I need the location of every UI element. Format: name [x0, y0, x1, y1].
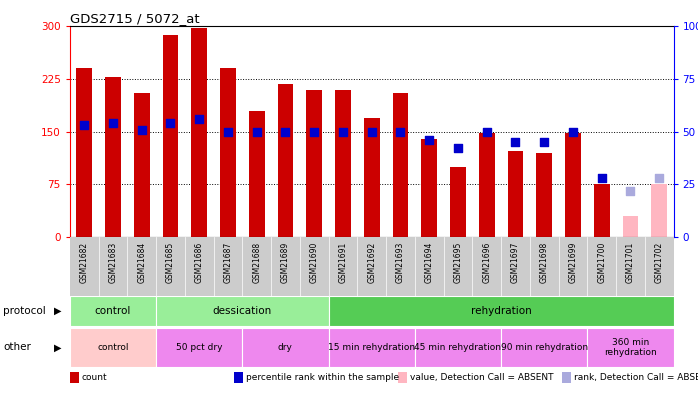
Bar	[306, 90, 322, 237]
Text: other: other	[3, 342, 31, 352]
Text: 50 pct dry: 50 pct dry	[176, 343, 223, 352]
Text: 15 min rehydration: 15 min rehydration	[328, 343, 415, 352]
Bar	[415, 328, 501, 367]
Bar	[623, 216, 639, 237]
Text: GSM21700: GSM21700	[597, 242, 606, 283]
Bar	[422, 139, 437, 237]
Text: GSM21694: GSM21694	[424, 242, 433, 283]
Text: protocol: protocol	[3, 306, 46, 316]
Point	[136, 126, 147, 133]
Bar	[242, 328, 329, 367]
Point	[107, 120, 119, 126]
Text: GSM21693: GSM21693	[396, 242, 405, 283]
Point	[653, 175, 664, 181]
Point	[539, 139, 550, 145]
Bar	[651, 184, 667, 237]
Bar	[163, 36, 178, 237]
Text: GSM21695: GSM21695	[454, 242, 463, 283]
Point	[280, 128, 291, 135]
Point	[337, 128, 348, 135]
Text: 45 min rehydration: 45 min rehydration	[415, 343, 501, 352]
Text: GSM21691: GSM21691	[339, 242, 348, 283]
Point	[193, 116, 205, 122]
Point	[510, 139, 521, 145]
Point	[366, 128, 377, 135]
Text: GDS2715 / 5072_at: GDS2715 / 5072_at	[70, 12, 200, 25]
Text: 90 min rehydration: 90 min rehydration	[500, 343, 588, 352]
Point	[596, 175, 607, 181]
Point	[79, 122, 90, 128]
Text: GSM21696: GSM21696	[482, 242, 491, 283]
Bar	[587, 328, 674, 367]
Bar	[536, 153, 552, 237]
Bar	[156, 328, 242, 367]
Text: GSM21683: GSM21683	[108, 242, 117, 283]
Text: GSM21698: GSM21698	[540, 242, 549, 283]
Point	[481, 128, 492, 135]
Text: rank, Detection Call = ABSENT: rank, Detection Call = ABSENT	[574, 373, 698, 382]
Text: GSM21682: GSM21682	[80, 242, 89, 283]
Text: control: control	[95, 306, 131, 316]
Text: 360 min
rehydration: 360 min rehydration	[604, 338, 657, 357]
Point	[165, 120, 176, 126]
Text: control: control	[97, 343, 128, 352]
Text: GSM21692: GSM21692	[367, 242, 376, 283]
Text: GSM21688: GSM21688	[252, 242, 261, 283]
Point	[452, 145, 463, 152]
Point	[395, 128, 406, 135]
Text: ▶: ▶	[54, 306, 61, 316]
Point	[567, 128, 579, 135]
Text: GSM21687: GSM21687	[223, 242, 232, 283]
Bar	[191, 28, 207, 237]
Text: GSM21685: GSM21685	[166, 242, 175, 283]
Text: GSM21702: GSM21702	[655, 242, 664, 283]
Point	[223, 128, 234, 135]
Bar	[220, 68, 236, 237]
Bar	[450, 167, 466, 237]
Bar	[507, 151, 524, 237]
Text: GSM21699: GSM21699	[568, 242, 577, 283]
Point	[424, 137, 435, 143]
Bar	[248, 111, 265, 237]
Text: percentile rank within the sample: percentile rank within the sample	[246, 373, 399, 382]
Point	[309, 128, 320, 135]
Text: value, Detection Call = ABSENT: value, Detection Call = ABSENT	[410, 373, 554, 382]
Bar	[76, 68, 92, 237]
Bar	[392, 93, 408, 237]
Bar	[329, 328, 415, 367]
Text: ▶: ▶	[54, 342, 61, 352]
Bar	[479, 133, 495, 237]
Text: GSM21684: GSM21684	[138, 242, 146, 283]
Bar	[70, 296, 156, 326]
Bar	[501, 328, 587, 367]
Text: rehydration: rehydration	[470, 306, 531, 316]
Text: dry: dry	[278, 343, 293, 352]
Bar	[134, 93, 149, 237]
Point	[625, 188, 636, 194]
Text: count: count	[82, 373, 107, 382]
Bar	[565, 133, 581, 237]
Bar	[594, 184, 609, 237]
Bar	[335, 90, 351, 237]
Text: GSM21697: GSM21697	[511, 242, 520, 283]
Text: dessication: dessication	[213, 306, 272, 316]
Text: GSM21701: GSM21701	[626, 242, 635, 283]
Bar	[278, 84, 293, 237]
Bar	[70, 328, 156, 367]
Point	[251, 128, 262, 135]
Bar	[156, 296, 329, 326]
Bar	[364, 117, 380, 237]
Text: GSM21689: GSM21689	[281, 242, 290, 283]
Text: GSM21690: GSM21690	[310, 242, 319, 283]
Bar	[105, 77, 121, 237]
Text: GSM21686: GSM21686	[195, 242, 204, 283]
Bar	[329, 296, 674, 326]
